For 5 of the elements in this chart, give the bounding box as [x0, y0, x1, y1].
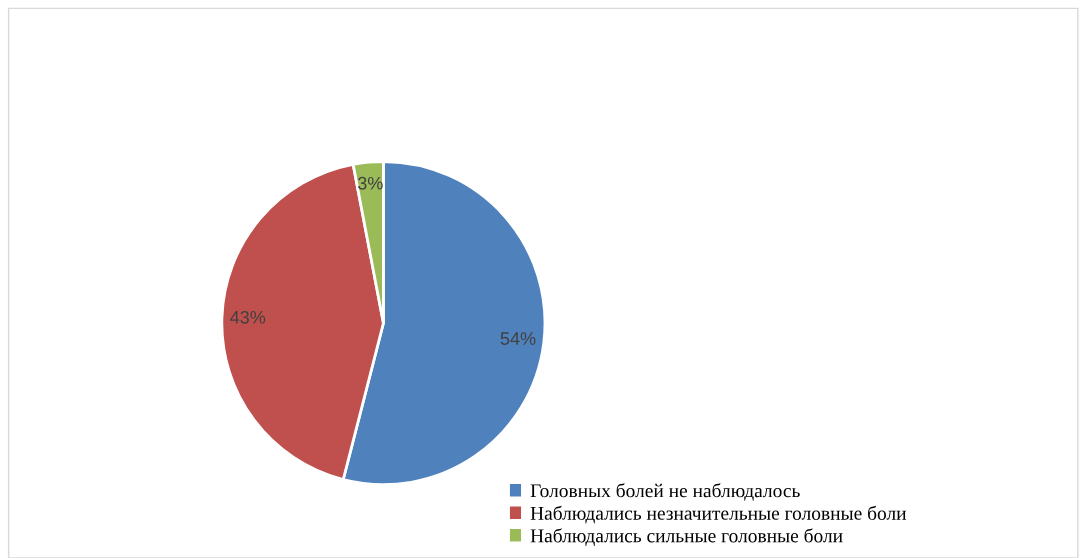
legend-label: Наблюдались сильные головные боли	[530, 528, 843, 546]
data-label: 54%	[500, 332, 536, 345]
legend-label: Головных болей не наблюдалось	[530, 483, 800, 501]
legend-label: Наблюдались незначительные головные боли	[530, 505, 907, 524]
data-label: 43%	[230, 310, 266, 324]
